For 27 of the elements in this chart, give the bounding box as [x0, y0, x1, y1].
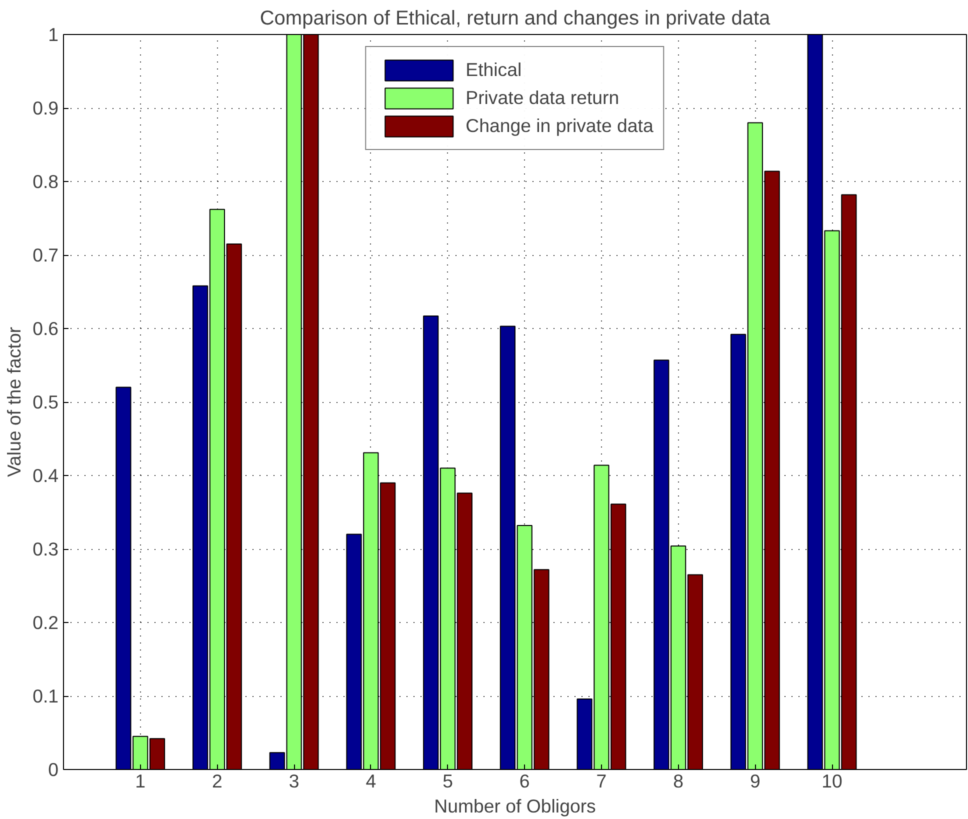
x-axis-title: Number of Obligors: [434, 796, 596, 816]
x-tick-label: 9: [750, 770, 760, 792]
y-tick-label: 0: [48, 759, 59, 780]
x-tick-label: 3: [288, 770, 300, 792]
x-tick-label: 7: [596, 770, 607, 792]
legend-label: Change in private data: [466, 115, 654, 137]
legend-label: Private data return: [466, 87, 620, 109]
y-tick-label: 0.1: [32, 686, 59, 706]
y-tick-label: 0.4: [32, 465, 59, 486]
y-tick-label: 0.9: [32, 98, 59, 118]
y-tick-label: 0.6: [32, 318, 59, 339]
y-axis-title: Value of the factor: [4, 326, 25, 478]
y-tick-label: 0.3: [32, 538, 59, 560]
x-tick-label: 8: [673, 770, 684, 792]
x-tick-label: 1: [135, 770, 146, 792]
x-tick-label: 10: [822, 770, 842, 792]
y-tick-label: 0.7: [32, 244, 59, 266]
legend-label: Ethical: [466, 59, 522, 81]
y-tick-label: 0.8: [32, 171, 59, 192]
x-tick-label: 2: [212, 770, 222, 792]
x-tick-label: 5: [442, 770, 453, 792]
y-tick-label: 0.5: [32, 392, 59, 412]
y-tick-label: 0.2: [32, 612, 59, 633]
chart-title: Comparison of Ethical, return and changes in private data: [260, 8, 772, 30]
x-tick-label: 4: [366, 770, 376, 792]
y-tick-label: 1: [48, 24, 59, 45]
x-tick-label: 6: [519, 770, 530, 792]
